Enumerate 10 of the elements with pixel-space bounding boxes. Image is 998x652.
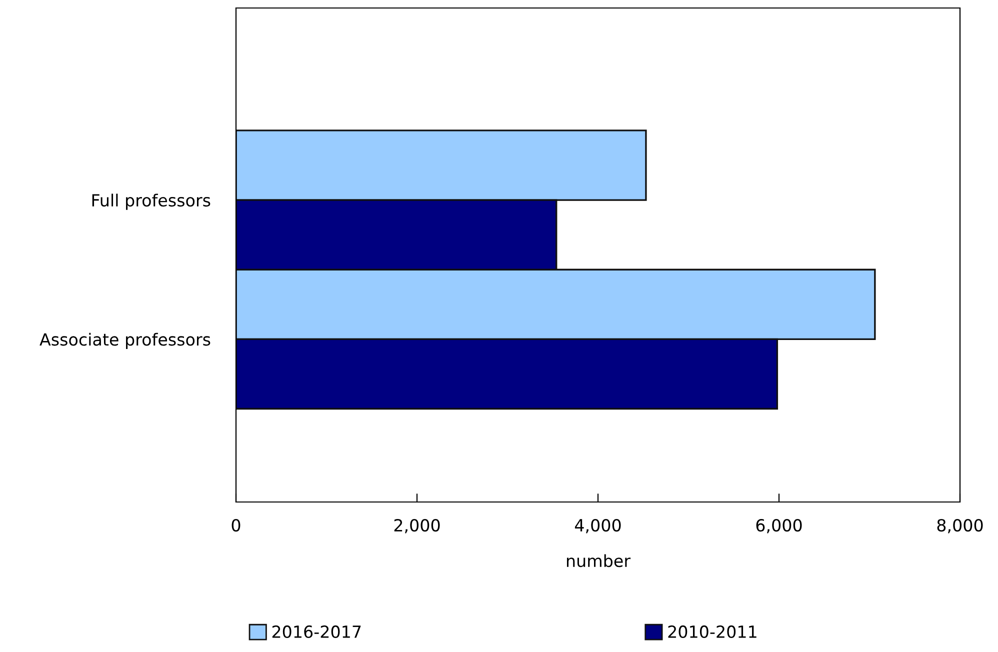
x-tick-label: 2,000 bbox=[394, 518, 440, 534]
x-tick-label: 0 bbox=[232, 518, 240, 532]
legend-label: 2016-2017 bbox=[272, 625, 361, 638]
y-tick-label: Full professors bbox=[92, 194, 210, 210]
x-tick-label: 6,000 bbox=[756, 518, 802, 534]
x-tick-label: 4,000 bbox=[574, 518, 621, 534]
x-tick-label: 8,000 bbox=[937, 518, 983, 534]
y-tick-label: Associate professors bbox=[40, 332, 210, 349]
legend-label: 2010-2011 bbox=[668, 625, 756, 638]
x-axis-title: number bbox=[566, 554, 631, 568]
